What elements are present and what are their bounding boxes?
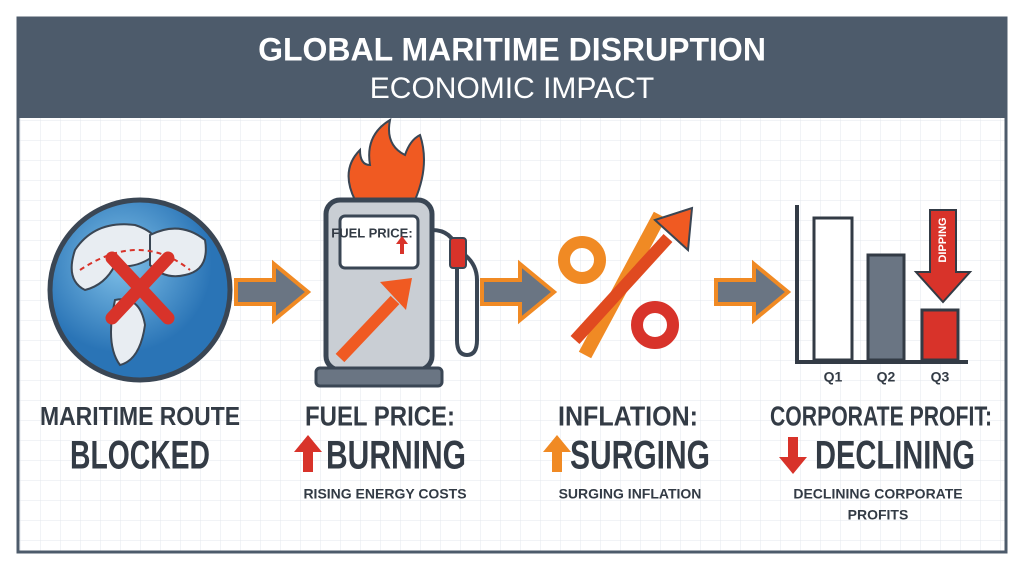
up-arrow (294, 435, 322, 472)
panel-heading: SURGING (570, 434, 710, 478)
profit-chart-icon: DIPPING Q1 Q2 Q3 (795, 205, 973, 385)
title: GLOBAL MARITIME DISRUPTION (258, 31, 766, 67)
chart-label: Q2 (877, 369, 896, 385)
panel-heading: CORPORATE PROFIT: (770, 400, 992, 431)
panel-heading: BLOCKED (70, 434, 210, 478)
panel-heading: FUEL PRICE: (305, 400, 455, 431)
panel-heading: DECLINING (815, 434, 975, 478)
panel-heading: MARITIME ROUTE (40, 401, 240, 431)
panel-caption: DECLINING CORPORATE (793, 486, 962, 502)
down-arrow (779, 437, 807, 474)
panel-heading: INFLATION: (558, 400, 698, 431)
inflation-icon (558, 206, 694, 359)
pump-label: FUEL PRICE: (331, 225, 412, 240)
fuel-pump-icon: FUEL PRICE: (314, 117, 479, 388)
chart-label: Q1 (824, 369, 843, 385)
panel-heading: BURNING (326, 434, 466, 478)
chart-label: Q3 (931, 369, 950, 385)
panel-caption: PROFITS (848, 507, 909, 523)
dipping-label: DIPPING (937, 217, 949, 262)
globe-icon (47, 197, 233, 383)
header-bar (18, 18, 1006, 118)
up-arrow (543, 435, 571, 472)
panel-caption: RISING ENERGY COSTS (303, 486, 466, 502)
panel-caption: SURGING INFLATION (559, 486, 702, 502)
flow-arrows (234, 259, 792, 325)
subtitle: ECONOMIC IMPACT (370, 72, 654, 105)
